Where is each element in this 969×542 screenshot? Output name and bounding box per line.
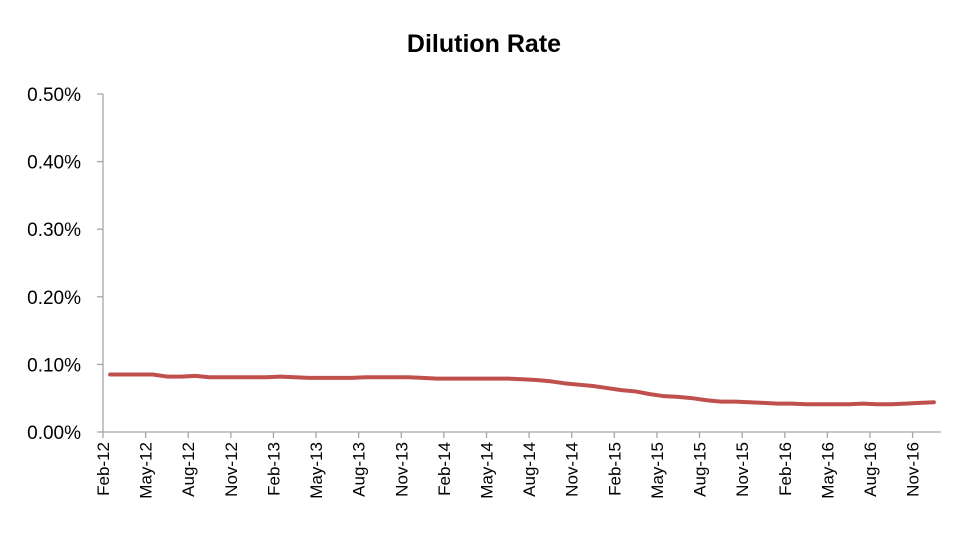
x-tick-label: Aug-16: [861, 442, 880, 497]
x-tick-label: Aug-14: [520, 442, 539, 497]
x-tick-label: Nov-15: [733, 442, 752, 497]
x-tick-label: Aug-15: [691, 442, 710, 497]
x-tick-label: Nov-14: [563, 442, 582, 497]
x-tick-label: Nov-16: [904, 442, 923, 497]
x-tick-label: Feb-15: [605, 442, 624, 496]
chart-title: Dilution Rate: [407, 30, 561, 58]
x-tick-label: Nov-13: [392, 442, 411, 497]
x-tick-label: May-14: [477, 442, 496, 499]
y-axis: 0.00% 0.10% 0.20% 0.30% 0.40% 0.50%: [27, 85, 104, 444]
x-tick-label: May-15: [648, 442, 667, 499]
x-tick-label: May-13: [307, 442, 326, 499]
series-group: [108, 372, 936, 407]
x-tick-label: Feb-16: [776, 442, 795, 496]
x-tick-label: Nov-12: [222, 442, 241, 497]
x-tick-label: Aug-12: [179, 442, 198, 497]
dilution-rate-line: [108, 372, 936, 407]
y-tick-label: 0.20%: [27, 288, 81, 309]
x-tick-label: Feb-14: [435, 442, 454, 496]
x-tick-label: Feb-12: [94, 442, 113, 496]
x-tick-label: May-16: [818, 442, 837, 499]
x-tick-label: Aug-13: [350, 442, 369, 497]
y-tick-label: 0.50%: [27, 85, 81, 106]
y-tick-label: 0.00%: [27, 423, 81, 444]
x-axis: Feb-12 May-12 Aug-12 Nov-12 Feb-13 May-13 Aug-…: [94, 431, 941, 499]
y-tick-label: 0.30%: [27, 220, 81, 241]
y-tick-label: 0.10%: [27, 355, 81, 376]
x-tick-label: Feb-13: [264, 442, 283, 496]
y-tick-label: 0.40%: [27, 153, 81, 174]
x-tick-label: May-12: [137, 442, 156, 499]
